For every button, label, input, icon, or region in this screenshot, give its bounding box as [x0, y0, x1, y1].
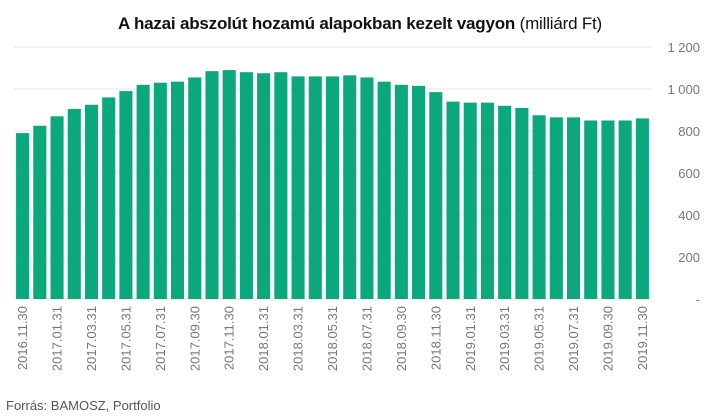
bar — [515, 107, 529, 300]
bar — [360, 77, 374, 299]
x-tick-label: 2017.05.31 — [118, 306, 133, 371]
bar — [274, 72, 288, 299]
y-tick-label: 1 200 — [667, 40, 700, 55]
y-tick-label: 1 000 — [667, 82, 700, 97]
x-tick-label: 2018.03.31 — [291, 306, 306, 371]
bar — [377, 81, 391, 300]
bar — [239, 72, 253, 299]
bar — [566, 117, 581, 299]
chart-title: A hazai abszolút hozamú alapokban kezelt… — [0, 14, 720, 34]
x-tick-label: 2019.05.31 — [532, 306, 547, 371]
bar — [618, 120, 632, 299]
bar — [222, 70, 236, 299]
bar — [412, 85, 426, 299]
bar — [102, 97, 116, 300]
x-tick-label: 2019.09.30 — [601, 306, 616, 371]
bar — [463, 102, 477, 300]
y-tick-label: 400 — [678, 208, 700, 223]
bar — [532, 115, 546, 299]
y-tick-label: 800 — [678, 124, 700, 139]
x-tick-label: 2018.07.31 — [359, 306, 374, 371]
x-tick-label: 2017.11.30 — [222, 306, 237, 370]
y-tick-label: - — [696, 292, 700, 307]
bar — [188, 77, 202, 299]
y-tick-label: 200 — [678, 250, 700, 265]
bar — [343, 75, 357, 299]
y-tick-label: 600 — [678, 166, 700, 181]
bar — [635, 118, 649, 300]
bar — [205, 71, 219, 300]
bar — [33, 125, 47, 299]
bar — [153, 82, 167, 299]
x-tick-label: 2019.03.31 — [497, 306, 512, 371]
x-tick-label: 2018.11.30 — [428, 306, 443, 370]
bar — [429, 92, 443, 300]
bar — [84, 104, 99, 299]
x-tick-label: 2017.07.31 — [153, 306, 168, 371]
chart-title-main: A hazai abszolút hozamú alapokban kezelt… — [117, 14, 516, 33]
x-tick-label: 2019.07.31 — [566, 306, 581, 371]
x-tick-label: 2017.03.31 — [84, 306, 99, 371]
bar — [584, 120, 598, 299]
x-tick-label: 2017.09.30 — [187, 306, 202, 371]
x-tick-label: 2019.01.31 — [463, 306, 478, 371]
bar — [171, 81, 185, 300]
bar — [480, 102, 494, 300]
bar — [308, 76, 322, 300]
x-tick-label: 2018.09.30 — [394, 306, 409, 371]
x-tick-label: 2019.11.30 — [635, 306, 650, 370]
bar — [50, 116, 64, 299]
x-tick-label: 2016.11.30 — [15, 306, 30, 370]
bar — [446, 101, 460, 299]
bar — [394, 84, 408, 299]
x-tick-label: 2017.01.31 — [50, 306, 65, 371]
bar — [549, 117, 563, 299]
source-note: Forrás: BAMOSZ, Portfolio — [6, 398, 161, 413]
chart-title-unit: (milliárd Ft) — [519, 14, 603, 33]
bar — [67, 108, 81, 299]
bar — [498, 105, 512, 299]
bar — [136, 84, 150, 299]
bar — [16, 133, 30, 299]
x-tick-label: 2018.01.31 — [256, 306, 271, 371]
x-tick-label: 2018.05.31 — [325, 306, 340, 371]
bar — [601, 120, 615, 299]
bar — [325, 76, 340, 300]
bar — [257, 73, 271, 299]
bar — [291, 76, 305, 300]
bar — [119, 91, 133, 299]
